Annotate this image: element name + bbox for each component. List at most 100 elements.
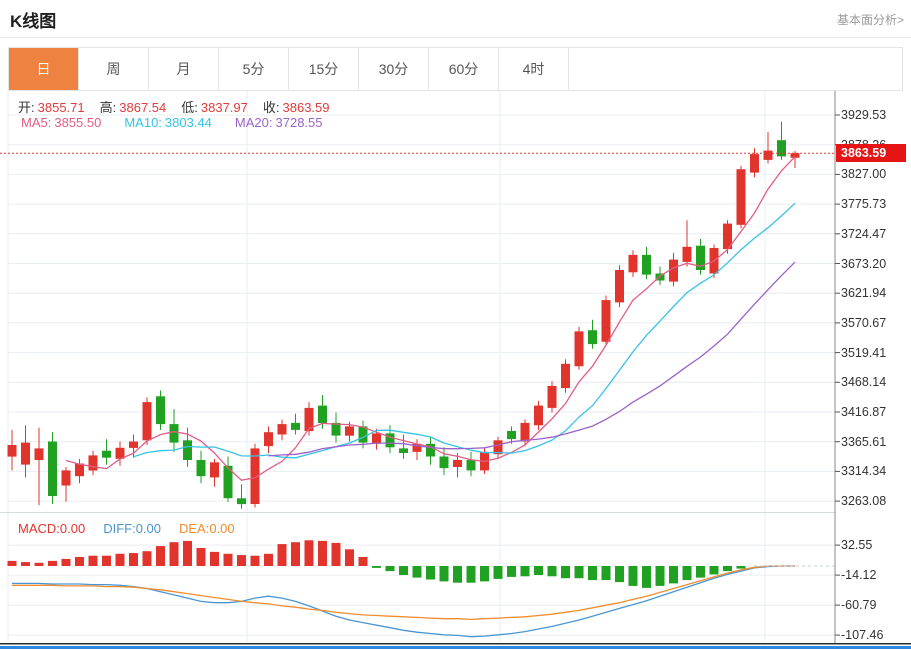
price-tick-label: 3929.53 (841, 108, 887, 122)
macd-bar (696, 566, 705, 578)
macd-bar (277, 544, 287, 566)
macd-bar (412, 566, 422, 578)
macd-bar (534, 566, 543, 575)
macd-tick-label: -107.46 (841, 628, 884, 643)
interval-tab-1[interactable]: 日 (9, 48, 79, 90)
interval-tab-6[interactable]: 30分 (359, 48, 429, 90)
macd-bar (372, 566, 381, 568)
macd-bar (520, 566, 530, 577)
candle-body (88, 455, 98, 471)
interval-tab-5[interactable]: 15分 (289, 48, 359, 90)
macd-bar (34, 562, 44, 566)
dea-value: DEA:0.00 (179, 521, 235, 536)
macd-bar (129, 553, 138, 566)
macd-bar (480, 566, 489, 582)
candle-body (763, 150, 773, 160)
macd-bar (588, 566, 597, 581)
macd-bar (426, 566, 435, 580)
candle-body (615, 270, 624, 303)
macd-tick-label: 32.55 (841, 538, 873, 553)
candle-body (102, 450, 111, 458)
macd-bar (183, 540, 192, 566)
price-tick-label: 3416.87 (841, 405, 887, 419)
interval-tab-8[interactable]: 4时 (499, 48, 569, 90)
price-tick-label: 3673.20 (841, 256, 887, 271)
ma20-readout: MA20: 3728.55 (234, 115, 323, 130)
macd-bar (642, 566, 651, 588)
interval-tabbar: 日周月 5分 15分 30分 60分 4时 (8, 47, 903, 91)
ma10-line (133, 202, 796, 459)
candle-body (169, 424, 179, 443)
macd-bar (466, 566, 476, 583)
macd-bar (210, 551, 219, 566)
macd-bar (21, 562, 30, 566)
candle-body (682, 246, 692, 262)
macd-bar (669, 566, 678, 584)
candle-body (291, 422, 300, 430)
candle-body (750, 154, 759, 173)
macd-bar (223, 553, 233, 566)
interval-tab-2[interactable]: 周 (79, 48, 149, 90)
interval-tab-3[interactable]: 月 (149, 48, 219, 90)
candle-body (21, 442, 30, 465)
candle-body (696, 245, 705, 270)
candle-body (358, 426, 368, 443)
macd-bar (601, 566, 611, 581)
candle-body (439, 456, 449, 469)
candle-body (628, 254, 638, 273)
macd-bar (331, 542, 341, 566)
candle-body (655, 273, 665, 281)
candle-body (574, 331, 584, 367)
macd-bar (250, 555, 260, 566)
candle-body (264, 432, 273, 447)
price-tick-label: 3775.73 (841, 197, 887, 212)
macd-bar (682, 566, 692, 581)
macd-bar (399, 566, 408, 575)
ma5-readout: MA5: 3855.50 (21, 115, 102, 130)
macd-bar (88, 555, 98, 566)
ohlc-readout: 开: 3855.71 高: 3867.54 低: 3837.97 收: 3863.59 (18, 97, 330, 116)
candle-body (156, 396, 165, 425)
macd-bar (439, 566, 449, 582)
candle-body (196, 460, 206, 477)
page-header: K线图 基本面分析> (0, 0, 911, 38)
macd-bar (615, 566, 624, 583)
candle-body (345, 426, 354, 436)
candle-body (520, 422, 530, 442)
macd-tick-label: -14.12 (841, 568, 877, 583)
macd-bar (507, 566, 516, 577)
macd-bar (115, 553, 125, 566)
open-readout: 开: 3855.71 (18, 100, 85, 115)
ma20-line (268, 261, 796, 457)
macd-tick-label: -60.79 (841, 598, 877, 613)
price-tick-label: 3519.41 (841, 345, 887, 360)
candle-body (34, 448, 44, 460)
macd-bar (318, 540, 327, 566)
price-tick-label: 3827.00 (841, 167, 887, 182)
bottom-accent-bar (0, 646, 911, 649)
interval-tab-7[interactable]: 60分 (429, 48, 499, 90)
price-tick-label: 3724.47 (841, 226, 887, 241)
candle-body (642, 254, 651, 275)
macd-bar (574, 566, 584, 579)
high-readout: 高: 3867.54 (99, 100, 167, 115)
price-tick-label: 3621.94 (841, 286, 887, 301)
candle-body (493, 440, 503, 455)
macd-bar (736, 566, 746, 569)
candle-body (723, 223, 732, 250)
macd-bar (453, 566, 462, 583)
interval-tab-4[interactable]: 5分 (219, 48, 289, 90)
current-price-tag: 3863.59 (836, 144, 906, 162)
macd-bar (628, 566, 638, 586)
fundamental-analysis-link[interactable]: 基本面分析> (836, 13, 904, 27)
macd-bar (709, 566, 719, 575)
price-tick-label: 3365.61 (841, 434, 887, 449)
macd-bar (196, 548, 206, 566)
dea-line (12, 565, 795, 621)
candle-body (547, 385, 557, 408)
candle-body (736, 169, 746, 225)
candle-body (61, 470, 71, 486)
candle-body (777, 140, 786, 157)
